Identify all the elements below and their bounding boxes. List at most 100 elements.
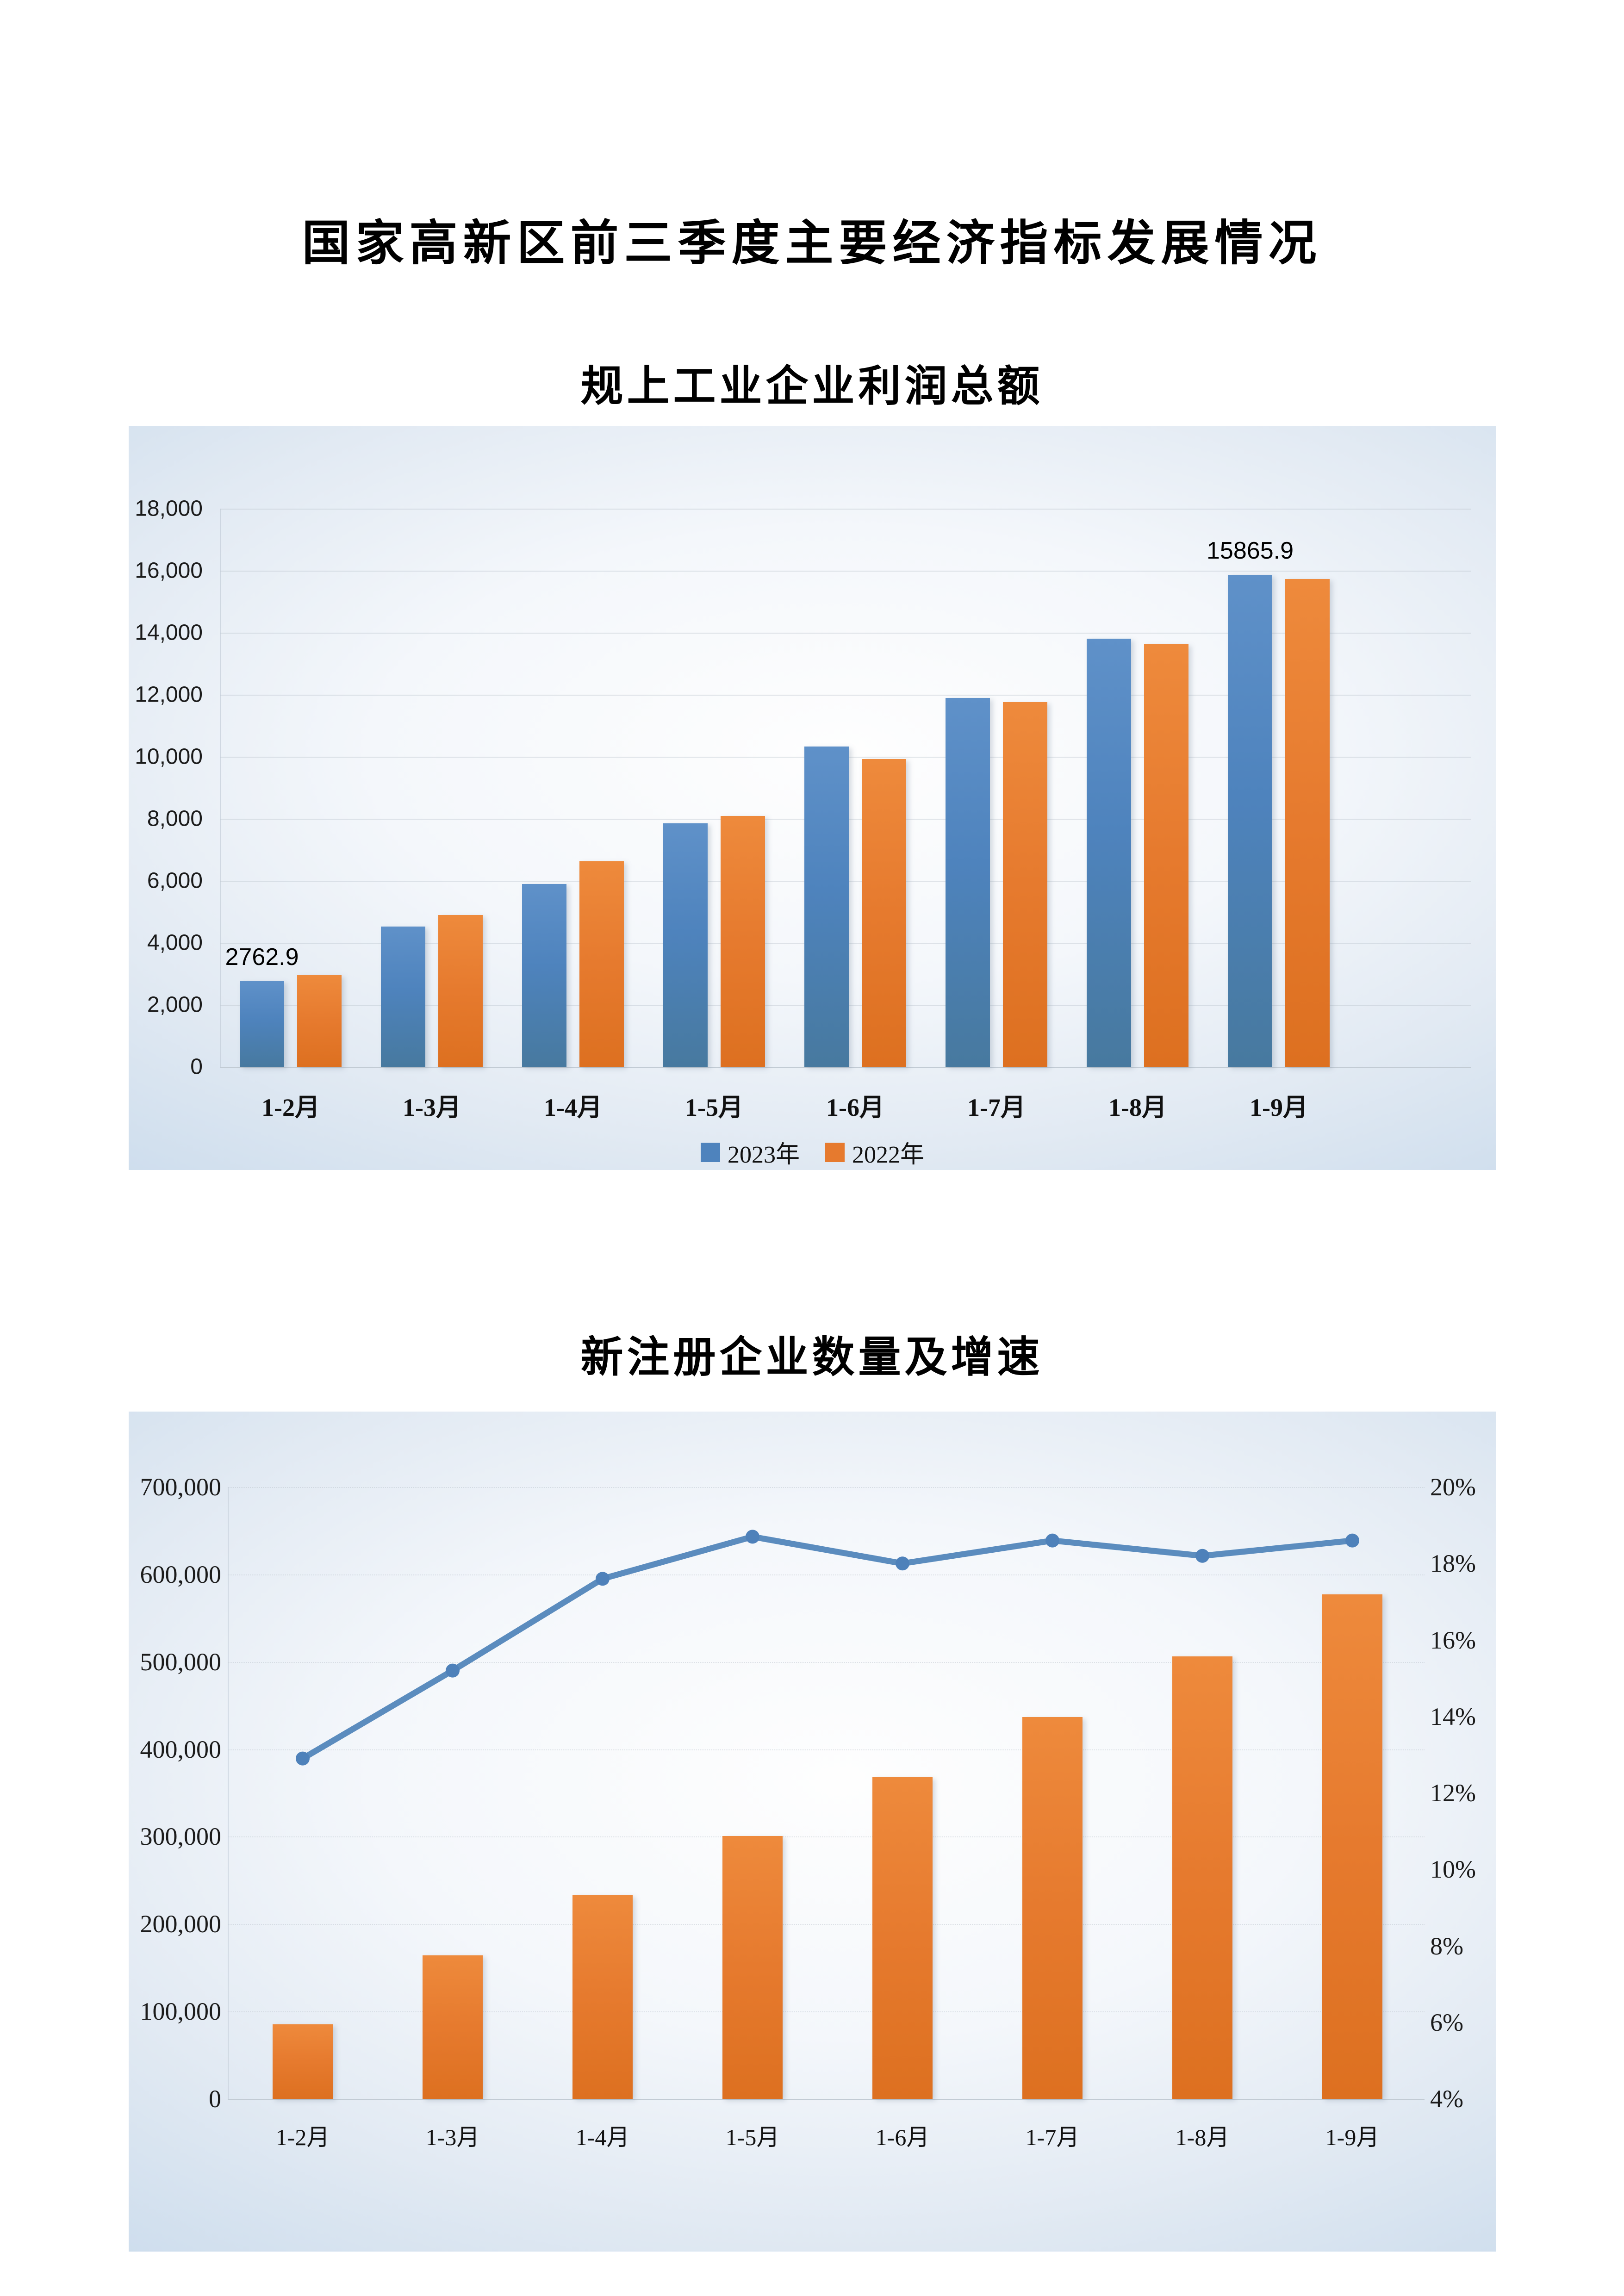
- right-axis-label: 14%: [1430, 1702, 1476, 1730]
- x-axis-label: 1-6月: [875, 2124, 930, 2150]
- growth-line-plot: [296, 1530, 1359, 1766]
- x-axis-label: 1-2月: [261, 1094, 320, 1121]
- left-axis-label: 200,000: [140, 1910, 222, 1938]
- right-axis-label: 20%: [1430, 1473, 1476, 1501]
- gridline: [228, 2011, 1425, 2013]
- legend-label: 2022年: [852, 1142, 925, 1168]
- x-axis-label: 1-5月: [685, 1094, 743, 1121]
- gridline: [228, 1487, 1425, 1488]
- bar-新注册企业数量-1-4月: [572, 1895, 633, 2099]
- legend: 2023年 2022年: [129, 1135, 1496, 1170]
- left-axis-label: 300,000: [140, 1823, 222, 1851]
- y-axis-line: [228, 1487, 229, 2099]
- bar-2023年-1-3月: [381, 927, 425, 1067]
- right-axis-label: 12%: [1430, 1779, 1476, 1807]
- legend-swatch-2023年: [700, 1142, 720, 1162]
- bar-2023年-1-2月: [240, 981, 284, 1067]
- gridline: [220, 695, 1471, 696]
- chart2-title: 新注册企业数量及增速: [580, 1334, 1044, 1381]
- line-marker-1-7月: [1045, 1533, 1059, 1548]
- bar-2023年-1-5月: [663, 823, 708, 1067]
- line-marker-1-6月: [896, 1556, 909, 1571]
- bar-新注册企业数量-1-6月: [872, 1777, 933, 2099]
- line-marker-1-3月: [446, 1663, 460, 1678]
- x-axis-label: 1-8月: [1175, 2124, 1230, 2150]
- left-axis-label: 0: [209, 2085, 221, 2113]
- x-axis-label: 1-2月: [275, 2124, 330, 2150]
- gridline: [220, 633, 1471, 634]
- gridline: [228, 1661, 1425, 1663]
- legend-item: 2022年: [825, 1135, 924, 1170]
- chart1-title: 规上工业企业利润总额: [580, 363, 1044, 410]
- bar-2022年-1-9月: [1285, 579, 1330, 1067]
- left-axis-label: 600,000: [140, 1560, 222, 1588]
- bar-新注册企业数量-1-3月: [423, 1955, 483, 2099]
- x-axis-label: 1-3月: [403, 1094, 461, 1121]
- bar-2023年-1-8月: [1087, 638, 1131, 1067]
- gridline: [228, 1924, 1425, 1925]
- bar-2022年-1-2月: [297, 975, 342, 1067]
- y-axis-label: 10,000: [135, 744, 203, 769]
- right-axis-label: 18%: [1430, 1549, 1476, 1578]
- bar-2022年-1-5月: [721, 815, 765, 1067]
- x-axis-label: 1-9月: [1250, 1094, 1308, 1121]
- x-axis-line: [220, 1067, 1471, 1068]
- left-axis-label: 500,000: [140, 1648, 222, 1676]
- y-axis-label: 6,000: [147, 868, 203, 893]
- bar-新注册企业数量-1-8月: [1172, 1656, 1232, 2099]
- bar-2023年-1-4月: [522, 884, 566, 1067]
- right-axis-label: 4%: [1430, 2085, 1463, 2113]
- right-axis-label: 16%: [1430, 1626, 1476, 1654]
- gridline: [220, 571, 1471, 572]
- line-marker-1-9月: [1345, 1533, 1359, 1548]
- bar-2023年-1-6月: [804, 746, 849, 1067]
- chart2-panel: 0 100,000 200,000 300,000 400,000 500,000 600,…: [129, 1412, 1496, 2252]
- data-label: 2762.9: [225, 943, 299, 971]
- bar-新注册企业数量-1-2月: [273, 2024, 333, 2099]
- right-axis-label: 6%: [1430, 2008, 1463, 2036]
- bar-新注册企业数量-1-5月: [722, 1836, 783, 2099]
- left-axis-label: 400,000: [140, 1735, 222, 1763]
- data-label: 15865.9: [1207, 537, 1294, 564]
- line-marker-1-4月: [596, 1572, 610, 1586]
- y-axis-label: 4,000: [147, 930, 203, 955]
- legend-label: 2023年: [727, 1142, 800, 1168]
- gridline: [228, 1574, 1425, 1575]
- bar-新注册企业数量-1-7月: [1022, 1717, 1083, 2099]
- y-axis-line: [220, 509, 221, 1067]
- y-axis-label: 18,000: [135, 496, 203, 521]
- bar-2022年-1-8月: [1144, 644, 1188, 1067]
- gridline: [228, 1836, 1425, 1838]
- line-marker-1-8月: [1195, 1549, 1209, 1563]
- x-axis-label: 1-9月: [1325, 2124, 1380, 2150]
- x-axis-line: [228, 2099, 1425, 2100]
- y-axis-label: 0: [190, 1054, 203, 1079]
- growth-line: [299, 1533, 1356, 1762]
- left-axis-label: 700,000: [140, 1473, 222, 1501]
- x-axis-label: 1-5月: [725, 2124, 780, 2150]
- line-marker-1-5月: [746, 1530, 759, 1544]
- gridline: [220, 509, 1471, 510]
- left-axis-label: 100,000: [140, 1997, 222, 2026]
- chart1-panel: 0 2,000 4,000 6,000 8,000 10,000 12,000 14,000 1…: [129, 426, 1496, 1170]
- bar-2022年-1-6月: [862, 759, 906, 1067]
- legend-swatch-2022年: [825, 1142, 845, 1162]
- bar-2022年-1-3月: [438, 915, 483, 1067]
- x-axis-label: 1-7月: [1025, 2124, 1080, 2150]
- bar-2023年-1-7月: [946, 698, 990, 1067]
- y-axis-label: 12,000: [135, 682, 203, 707]
- line-marker-1-2月: [296, 1751, 310, 1766]
- x-axis-label: 1-4月: [544, 1094, 602, 1121]
- bar-2022年-1-4月: [579, 861, 624, 1067]
- y-axis-label: 14,000: [135, 620, 203, 645]
- x-axis-label: 1-8月: [1108, 1094, 1167, 1121]
- right-axis-label: 8%: [1430, 1932, 1463, 1960]
- y-axis-label: 16,000: [135, 558, 203, 583]
- bar-2022年-1-7月: [1003, 702, 1047, 1067]
- x-axis-label: 1-7月: [967, 1094, 1026, 1121]
- page-title: 国家高新区前三季度主要经济指标发展情况: [302, 217, 1322, 270]
- right-axis-label: 10%: [1430, 1855, 1476, 1884]
- x-axis-label: 1-3月: [425, 2124, 480, 2150]
- y-axis-label: 2,000: [147, 992, 203, 1017]
